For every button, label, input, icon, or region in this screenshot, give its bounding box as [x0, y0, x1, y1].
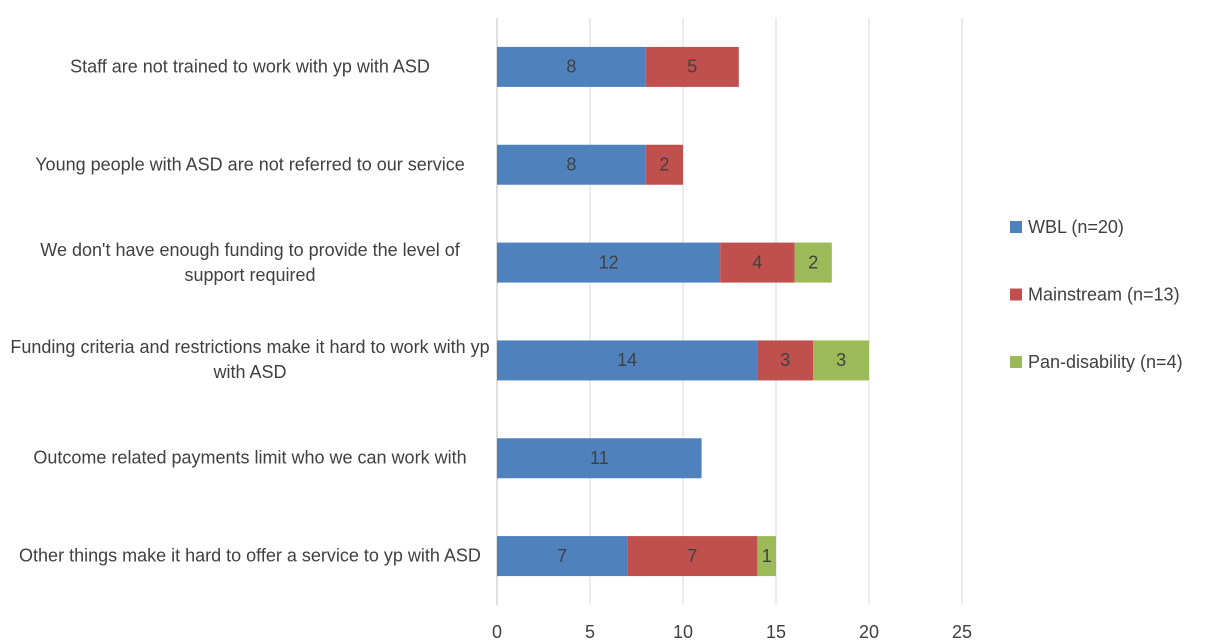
bar-segment [497, 438, 702, 479]
x-tick-label: 0 [492, 622, 502, 642]
x-tick-label: 5 [585, 622, 595, 642]
bar-segment [794, 242, 832, 283]
category-label: Staff are not trained to work with yp wi… [70, 56, 430, 77]
data-label: 11 [590, 448, 609, 468]
bar-segment [497, 144, 646, 185]
data-label: 14 [617, 350, 637, 370]
bar-segment [497, 340, 758, 381]
legend-label: Pan-disability (n=4) [1028, 352, 1183, 372]
data-label: 8 [566, 155, 576, 175]
category-label: We don't have enough funding to provide … [40, 239, 460, 285]
x-tick-label: 10 [673, 622, 693, 642]
bar-segment [645, 144, 683, 185]
legend-label: Mainstream (n=13) [1028, 284, 1180, 304]
data-label: 2 [808, 252, 818, 272]
x-tick-label: 25 [952, 622, 972, 642]
x-tick-label: 15 [766, 622, 786, 642]
category-label: Funding criteria and restrictions make i… [10, 337, 490, 383]
data-label: 8 [566, 57, 576, 77]
bar-segment [757, 536, 776, 577]
data-label: 5 [687, 57, 697, 77]
bar-segment [497, 46, 646, 87]
category-label: Other things make it hard to offer a ser… [19, 545, 481, 566]
legend-swatch [1010, 288, 1022, 301]
legend-label: WBL (n=20) [1028, 217, 1124, 237]
data-label: 4 [752, 252, 762, 272]
data-label: 2 [659, 155, 669, 175]
bar-segment [757, 340, 814, 381]
data-label: 7 [687, 546, 697, 566]
bar-segment [813, 340, 869, 381]
data-label: 3 [780, 350, 790, 370]
legend-swatch [1010, 356, 1022, 368]
bar-segment [645, 46, 739, 87]
legend-swatch [1010, 221, 1022, 233]
data-label: 3 [836, 350, 846, 370]
bar-segment [497, 242, 721, 283]
data-label: 7 [557, 546, 567, 566]
data-label: 1 [762, 546, 772, 566]
x-tick-label: 20 [859, 622, 879, 642]
category-label: Young people with ASD are not referred t… [35, 154, 465, 175]
bar-segment [627, 536, 758, 577]
data-label: 12 [599, 252, 619, 272]
bar-segment [497, 536, 628, 577]
bar-segment [720, 242, 795, 283]
category-label: Outcome related payments limit who we ca… [33, 447, 467, 468]
